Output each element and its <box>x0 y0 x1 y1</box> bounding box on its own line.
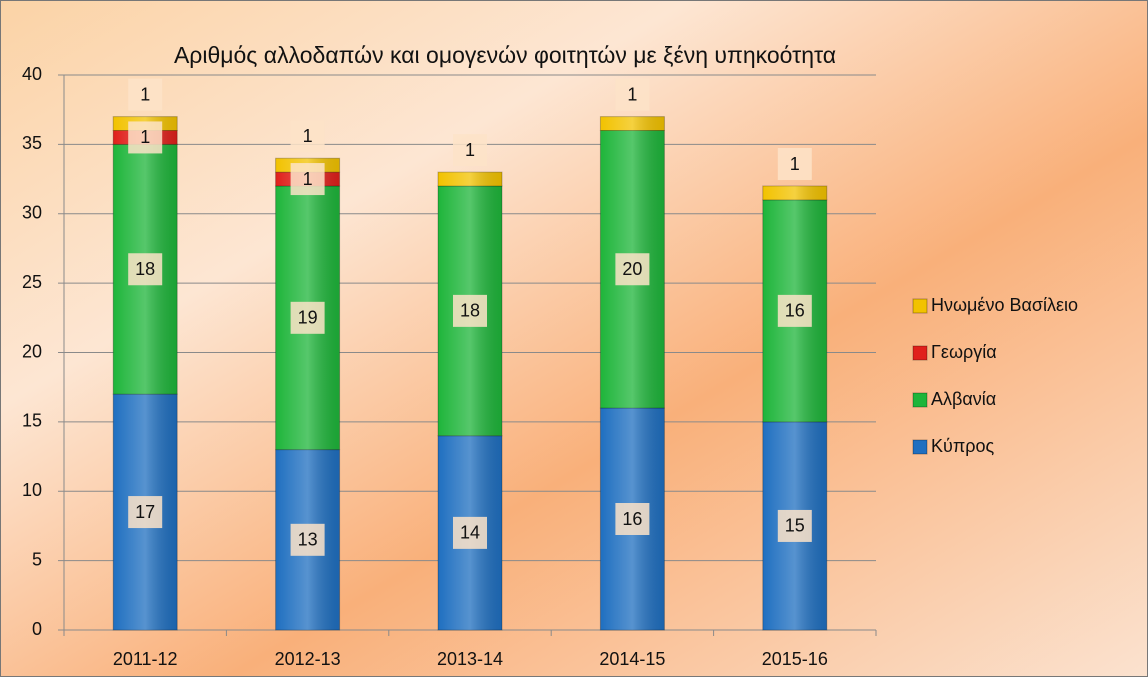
legend-label: Κύπρος <box>931 436 995 456</box>
label-box <box>128 121 163 154</box>
label-box <box>290 120 325 153</box>
y-tick-label: 35 <box>22 133 42 153</box>
label-box <box>615 78 650 111</box>
label-box <box>777 509 812 542</box>
label-box <box>128 496 163 529</box>
legend-label: Αλβανία <box>931 389 996 409</box>
label-box <box>290 301 325 334</box>
data-label: 1 <box>627 84 637 104</box>
data-label: 1 <box>303 126 313 146</box>
legend-swatch <box>912 392 928 408</box>
data-label: 1 <box>140 84 150 104</box>
label-box <box>128 78 163 111</box>
y-tick-label: 0 <box>32 619 42 639</box>
bar-shine <box>600 116 665 131</box>
y-tick-label: 25 <box>22 272 42 292</box>
label-box <box>615 253 650 286</box>
label-box <box>777 294 812 327</box>
legend-label: Γεωργία <box>931 342 997 362</box>
data-label: 20 <box>622 259 642 279</box>
y-tick-label: 40 <box>22 64 42 84</box>
data-label: 1 <box>790 154 800 174</box>
data-label: 17 <box>135 502 155 522</box>
data-label: 15 <box>785 516 805 536</box>
label-box <box>777 148 812 180</box>
label-box <box>615 503 650 535</box>
label-box <box>290 523 325 556</box>
x-tick-label: 2015-16 <box>762 649 828 669</box>
data-label: 19 <box>298 308 318 328</box>
y-tick-label: 15 <box>22 411 42 431</box>
data-label: 18 <box>135 259 155 279</box>
data-label: 13 <box>298 530 318 550</box>
label-box <box>453 516 487 549</box>
label-box <box>453 134 487 167</box>
legend-label: Ηνωμένο Βασίλειο <box>931 295 1078 315</box>
data-label: 1 <box>140 127 150 147</box>
y-tick-label: 10 <box>22 480 42 500</box>
y-tick-label: 5 <box>32 549 42 569</box>
data-label: 1 <box>303 169 313 189</box>
chart-title: Αριθμός αλλοδαπών και ομογενών φοιτητών … <box>174 42 836 68</box>
data-label: 16 <box>785 301 805 321</box>
x-tick-label: 2012-13 <box>275 649 341 669</box>
y-tick-label: 20 <box>22 341 42 361</box>
label-box <box>290 163 325 196</box>
y-tick-label: 30 <box>22 203 42 223</box>
data-label: 18 <box>460 301 480 321</box>
bar-shine <box>762 186 827 200</box>
label-box <box>128 253 163 286</box>
legend-swatch <box>912 298 928 314</box>
x-tick-label: 2014-15 <box>599 649 665 669</box>
data-label: 1 <box>465 140 475 160</box>
data-label: 14 <box>460 523 480 543</box>
legend-swatch <box>912 439 928 455</box>
x-tick-label: 2013-14 <box>437 649 503 669</box>
bar-shine <box>438 172 502 186</box>
legend-swatch <box>912 345 928 361</box>
x-tick-label: 2011-12 <box>113 649 178 669</box>
data-label: 16 <box>622 509 642 529</box>
label-box <box>453 294 487 327</box>
